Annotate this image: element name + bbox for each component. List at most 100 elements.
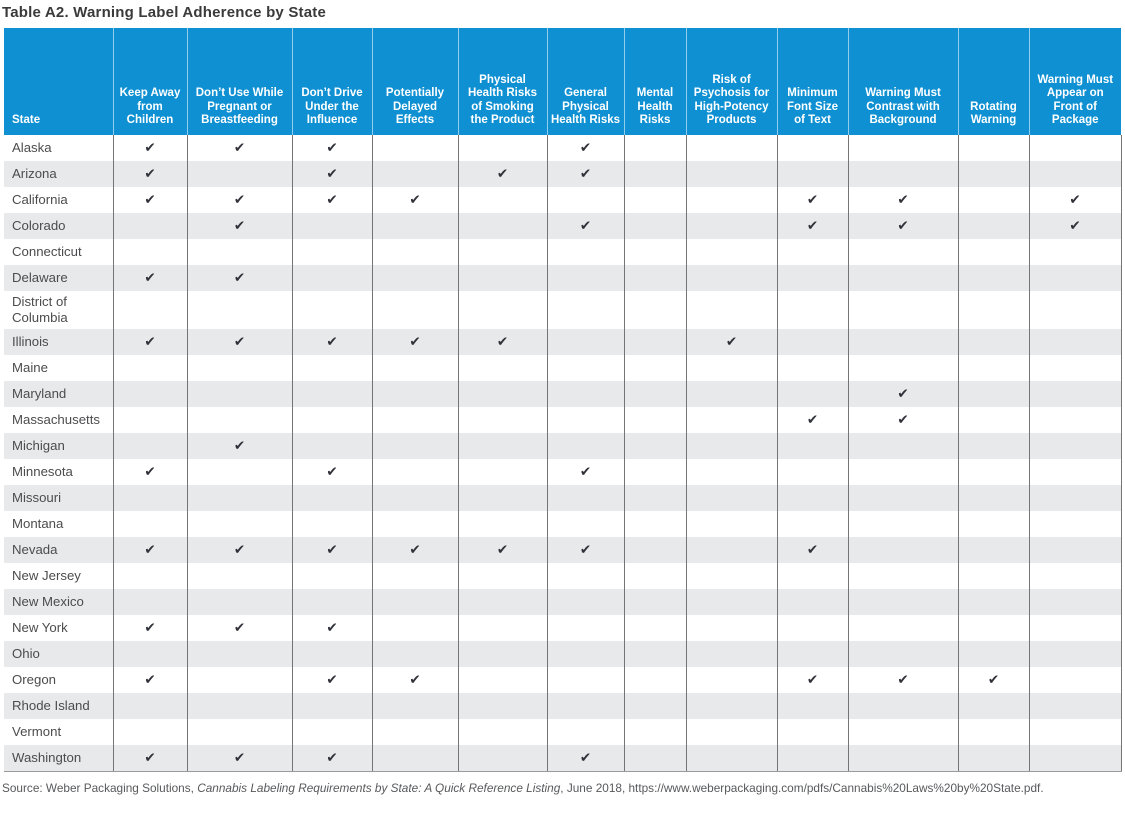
empty-cell — [776, 381, 848, 408]
empty-cell — [1028, 667, 1122, 694]
empty-cell — [546, 641, 624, 668]
empty-cell — [776, 745, 848, 772]
table-row: Vermont — [4, 719, 1122, 746]
table-row: Massachusetts ✔ ✔ — [4, 407, 1122, 434]
empty-cell — [186, 459, 292, 486]
empty-cell — [957, 537, 1029, 564]
check-icon: ✔ — [326, 192, 338, 208]
empty-cell — [371, 161, 458, 187]
check-cell: ✔ — [371, 537, 458, 564]
empty-cell — [371, 407, 458, 434]
check-icon: ✔ — [579, 218, 592, 234]
empty-cell — [291, 355, 372, 382]
check-icon: ✔ — [496, 542, 509, 559]
check-cell: ✔ — [685, 329, 777, 356]
empty-cell — [371, 641, 458, 668]
check-icon: ✔ — [987, 672, 1000, 689]
empty-cell — [847, 563, 958, 590]
check-cell: ✔ — [546, 459, 624, 486]
empty-cell — [685, 745, 777, 772]
check-cell: ✔ — [186, 265, 292, 291]
check-icon: ✔ — [806, 218, 819, 234]
table-row: Delaware ✔ ✔ — [4, 265, 1122, 291]
empty-cell — [186, 719, 292, 746]
check-cell: ✔ — [847, 381, 958, 408]
empty-cell — [685, 719, 777, 746]
empty-cell — [371, 381, 458, 408]
empty-cell — [685, 213, 777, 239]
check-cell: ✔ — [847, 213, 958, 239]
table-row: Illinois ✔ ✔ ✔ ✔ ✔ ✔ — [4, 329, 1122, 356]
empty-cell — [457, 381, 547, 408]
empty-cell — [457, 135, 547, 161]
table-body: Alaska ✔ ✔ ✔ ✔ Arizona ✔ ✔ ✔ ✔ California ✔ ✔ ✔ ✔ ✔ ✔ ✔ Co… — [4, 135, 1122, 772]
empty-cell — [685, 537, 777, 564]
empty-cell — [847, 641, 958, 668]
empty-cell — [1028, 537, 1122, 564]
table-row: Nevada ✔ ✔ ✔ ✔ ✔ ✔ ✔ — [4, 537, 1122, 564]
check-icon: ✔ — [233, 140, 246, 156]
check-cell: ✔ — [371, 329, 458, 356]
check-icon: ✔ — [897, 386, 909, 403]
empty-cell — [623, 135, 686, 161]
empty-cell — [371, 485, 458, 512]
state-name: California — [12, 191, 68, 207]
check-cell: ✔ — [546, 161, 624, 187]
empty-cell — [957, 213, 1029, 239]
empty-cell — [957, 381, 1029, 408]
empty-cell — [371, 213, 458, 239]
empty-cell — [546, 187, 624, 213]
table-header: State Keep Away from Children Don’t Use Wh… — [4, 28, 1121, 135]
state-name: District of Columbia — [12, 294, 68, 326]
check-cell: ✔ — [291, 615, 372, 642]
empty-cell — [371, 719, 458, 746]
empty-cell — [291, 239, 372, 265]
state-name: New York — [12, 620, 68, 636]
empty-cell — [186, 407, 292, 434]
state-name: Colorado — [12, 217, 66, 233]
empty-cell — [371, 459, 458, 486]
source-note: Source: Weber Packaging Solutions, Canna… — [2, 779, 1122, 797]
empty-cell — [957, 135, 1029, 161]
check-cell: ✔ — [847, 667, 958, 694]
empty-cell — [186, 589, 292, 616]
check-cell: ✔ — [291, 667, 372, 694]
empty-cell — [457, 355, 547, 382]
empty-cell — [623, 381, 686, 408]
empty-cell — [1028, 355, 1122, 382]
check-icon: ✔ — [409, 672, 421, 689]
check-icon: ✔ — [144, 749, 156, 766]
empty-cell — [291, 291, 372, 330]
check-cell: ✔ — [371, 667, 458, 694]
empty-cell — [112, 355, 187, 382]
table-row: Connecticut — [4, 239, 1122, 265]
empty-cell — [847, 589, 958, 616]
empty-cell — [546, 265, 624, 291]
check-icon: ✔ — [233, 620, 246, 637]
empty-cell — [847, 745, 958, 772]
state-name: Delaware — [12, 269, 68, 285]
empty-cell — [457, 563, 547, 590]
column-header: Rotating Warning — [957, 28, 1029, 135]
empty-cell — [685, 187, 777, 213]
check-cell: ✔ — [371, 187, 458, 213]
empty-cell — [112, 719, 187, 746]
check-cell: ✔ — [186, 187, 292, 213]
check-icon: ✔ — [806, 192, 819, 208]
empty-cell — [457, 459, 547, 486]
empty-cell — [291, 693, 372, 720]
state-name: Ohio — [12, 646, 40, 662]
check-icon: ✔ — [233, 218, 246, 234]
empty-cell — [847, 615, 958, 642]
empty-cell — [776, 239, 848, 265]
empty-cell — [112, 589, 187, 616]
check-cell: ✔ — [457, 161, 547, 187]
empty-cell — [685, 693, 777, 720]
empty-cell — [957, 563, 1029, 590]
check-icon: ✔ — [326, 542, 338, 559]
empty-cell — [957, 355, 1029, 382]
empty-cell — [457, 187, 547, 213]
empty-cell — [186, 485, 292, 512]
check-cell: ✔ — [847, 407, 958, 434]
empty-cell — [371, 589, 458, 616]
